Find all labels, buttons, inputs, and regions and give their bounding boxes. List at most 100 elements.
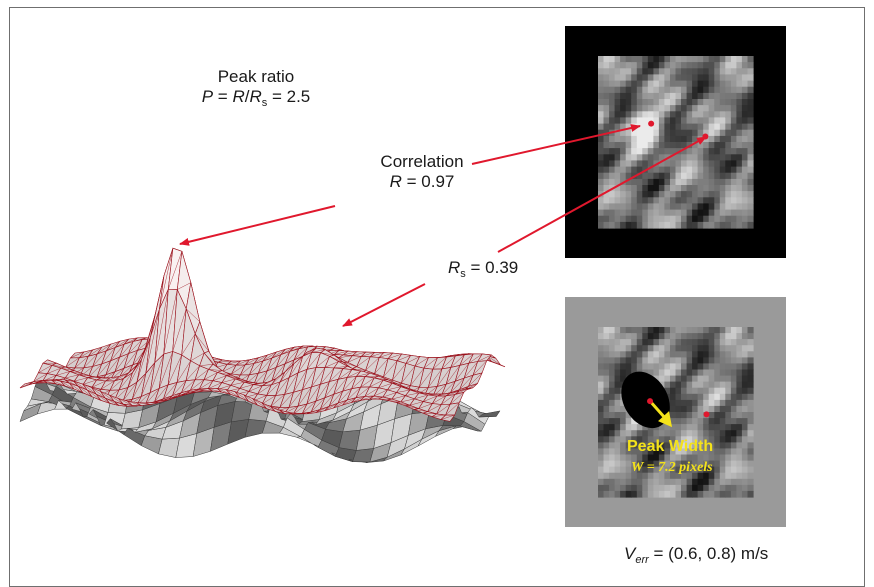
correlation-cell (681, 376, 687, 383)
correlation-cell (698, 430, 704, 437)
correlation-cell (653, 130, 659, 137)
correlation-cell (720, 370, 726, 377)
correlation-cell (615, 111, 621, 118)
correlation-cell (720, 124, 726, 131)
correlation-cell (653, 99, 659, 106)
correlation-cell (692, 111, 698, 118)
correlation-cell (637, 56, 643, 63)
correlation-cell (642, 105, 648, 112)
correlation-cell (642, 339, 648, 346)
correlation-cell (615, 485, 621, 492)
correlation-cell (703, 62, 709, 69)
correlation-cell (615, 99, 621, 106)
correlation-cell (598, 394, 604, 401)
correlation-cell (698, 87, 704, 94)
correlation-cell (703, 363, 709, 370)
correlation-cell (714, 370, 720, 377)
correlation-cell (714, 376, 720, 383)
correlation-cell (642, 124, 648, 131)
correlation-cell (720, 105, 726, 112)
correlation-cell (609, 406, 615, 413)
correlation-cell (731, 124, 737, 131)
correlation-cell (620, 99, 626, 106)
correlation-cell (648, 345, 654, 352)
correlation-cell (664, 185, 670, 192)
correlation-cell (664, 382, 670, 389)
correlation-cell (659, 74, 665, 81)
correlation-cell (714, 154, 720, 161)
correlation-cell (681, 203, 687, 210)
correlation-cell (698, 62, 704, 69)
correlation-cell (653, 111, 659, 118)
correlation-cell (659, 185, 665, 192)
correlation-cell (609, 99, 615, 106)
correlation-cell (731, 412, 737, 419)
correlation-cell (648, 173, 654, 180)
correlation-cell (620, 136, 626, 143)
correlation-cell (598, 111, 604, 118)
correlation-cell (598, 461, 604, 468)
correlation-cell (670, 222, 676, 229)
correlation-cell (642, 62, 648, 69)
correlation-cell (626, 203, 632, 210)
correlation-cell (736, 406, 742, 413)
correlation-cell (626, 68, 632, 75)
correlation-cell (604, 87, 610, 94)
correlation-cell (703, 68, 709, 75)
correlation-cell (725, 430, 731, 437)
correlation-cell (709, 424, 715, 431)
correlation-cell (615, 473, 621, 480)
correlation-cell (615, 363, 621, 370)
correlation-cell (653, 148, 659, 155)
correlation-cell (676, 485, 682, 492)
correlation-cell (631, 99, 637, 106)
correlation-cell (736, 394, 742, 401)
correlation-cell (748, 442, 754, 449)
correlation-cell (725, 81, 731, 88)
correlation-cell (687, 93, 693, 100)
correlation-cell (676, 87, 682, 94)
correlation-cell (676, 363, 682, 370)
correlation-cell (709, 339, 715, 346)
correlation-cell (742, 370, 748, 377)
correlation-cell (626, 56, 632, 63)
correlation-cell (642, 56, 648, 63)
correlation-cell (731, 406, 737, 413)
correlation-cell (714, 179, 720, 186)
correlation-cell (698, 424, 704, 431)
correlation-cell (725, 376, 731, 383)
correlation-cell (687, 345, 693, 352)
correlation-cell (709, 412, 715, 419)
correlation-cell (687, 222, 693, 229)
correlation-cell (748, 363, 754, 370)
correlation-cell (731, 418, 737, 425)
correlation-cell (609, 167, 615, 174)
correlation-cell (670, 105, 676, 112)
correlation-cell (692, 160, 698, 167)
correlation-cell (604, 191, 610, 198)
correlation-cell (714, 467, 720, 474)
correlation-cell (725, 124, 731, 131)
correlation-cell (731, 436, 737, 443)
correlation-cell (604, 179, 610, 186)
correlation-cell (631, 124, 637, 131)
correlation-cell (637, 81, 643, 88)
correlation-cell (748, 400, 754, 407)
correlation-cell (648, 216, 654, 223)
correlation-cell (631, 68, 637, 75)
correlation-cell (626, 185, 632, 192)
correlation-cell (709, 430, 715, 437)
correlation-cell (725, 216, 731, 223)
correlation-cell (653, 87, 659, 94)
correlation-cell (604, 376, 610, 383)
correlation-cell (659, 130, 665, 137)
correlation-cell (725, 418, 731, 425)
correlation-cell (742, 442, 748, 449)
correlation-cell (631, 148, 637, 155)
correlation-map-panel (565, 26, 786, 258)
correlation-cell (703, 191, 709, 198)
correlation-cell (609, 388, 615, 395)
correlation-cell (598, 93, 604, 100)
correlation-cell (664, 62, 670, 69)
correlation-cell (598, 406, 604, 413)
